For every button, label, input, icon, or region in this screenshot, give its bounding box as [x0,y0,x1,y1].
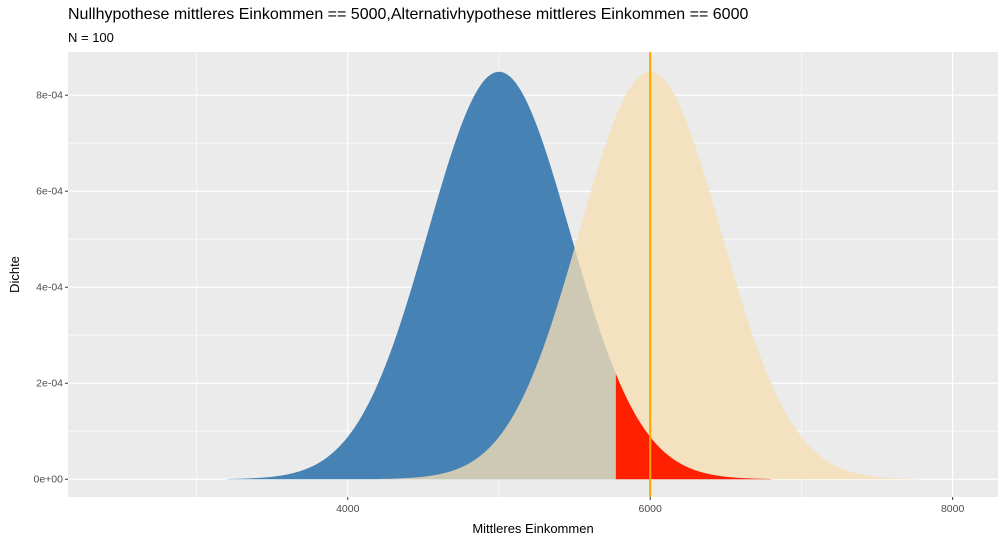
chart-title: Nullhypothese mittleres Einkommen == 500… [68,6,749,23]
x-axis-title: Mittleres Einkommen [472,521,593,536]
x-tick-label: 4000 [336,503,360,515]
rejection-region-area [615,373,772,480]
x-tick-label: 8000 [941,503,965,515]
x-tick-label: 6000 [639,503,663,515]
y-axis-title: Dichte [7,256,22,293]
null-hypothesis-density [226,71,772,480]
y-tick-label: 0e+00 [34,474,64,486]
chart-subtitle: N = 100 [68,30,114,45]
y-tick-label: 2e-04 [36,378,63,390]
y-tick-label: 6e-04 [36,186,63,198]
y-tick-label: 4e-04 [36,282,63,294]
y-tick-label: 8e-04 [36,90,63,102]
